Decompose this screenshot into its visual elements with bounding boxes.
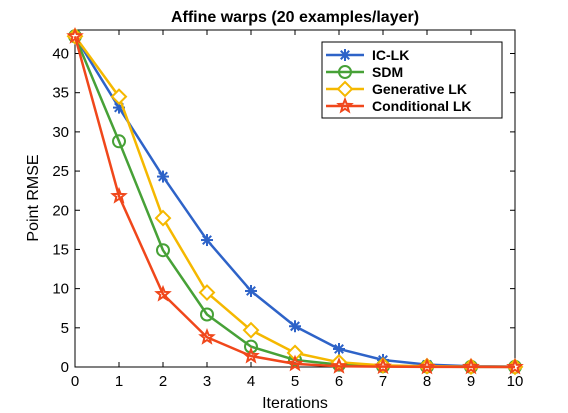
x-tick-label: 2 — [159, 373, 167, 390]
x-tick-label: 7 — [379, 373, 387, 390]
data-point — [242, 346, 260, 364]
y-tick-label: 40 — [52, 46, 69, 63]
data-point — [289, 320, 301, 333]
data-point — [198, 284, 216, 301]
y-tick-label: 0 — [61, 359, 69, 376]
x-tick-label: 4 — [247, 373, 255, 390]
data-point — [418, 357, 436, 375]
data-point — [374, 357, 392, 375]
x-tick-label: 1 — [115, 373, 123, 390]
data-point — [156, 243, 170, 258]
legend-marker — [336, 80, 354, 98]
data-point — [506, 357, 524, 375]
data-point — [198, 327, 216, 345]
legend-label: SDM — [372, 64, 403, 80]
series-conditional-lk — [66, 27, 524, 375]
y-axis-label: Point RMSE — [25, 154, 42, 241]
x-tick-label: 0 — [71, 373, 79, 390]
series-line — [73, 35, 516, 369]
data-point — [242, 321, 260, 339]
data-point — [244, 339, 258, 354]
data-point — [333, 342, 345, 355]
data-point — [110, 186, 128, 204]
legend-label: IC-LK — [372, 47, 409, 63]
chart-title: Affine warps (20 examples/layer) — [171, 9, 419, 26]
x-tick-label: 9 — [467, 373, 475, 390]
legend-item: IC-LK — [326, 47, 409, 63]
legend-label: Conditional LK — [372, 98, 472, 114]
y-tick-label: 5 — [61, 320, 69, 337]
data-point — [330, 356, 348, 374]
data-point — [462, 357, 480, 375]
y-tick-label: 35 — [52, 85, 69, 102]
data-point — [245, 284, 257, 297]
y-tick-label: 20 — [52, 202, 69, 219]
data-point — [112, 134, 126, 149]
data-point — [286, 354, 304, 372]
legend-item: Conditional LK — [326, 96, 472, 114]
legend-item: Generative LK — [326, 80, 467, 98]
data-point — [157, 170, 169, 183]
x-tick-label: 10 — [507, 373, 524, 390]
series-layer — [66, 27, 524, 376]
x-axis-label: Iterations — [262, 395, 328, 412]
legend-marker — [336, 96, 354, 114]
x-tick-label: 3 — [203, 373, 211, 390]
data-point — [110, 88, 128, 106]
legend-label: Generative LK — [372, 81, 467, 97]
y-tick-label: 25 — [52, 163, 69, 180]
y-tick-label: 15 — [52, 241, 69, 258]
y-tick-label: 30 — [52, 124, 69, 141]
data-point — [154, 284, 172, 302]
data-point — [66, 27, 84, 44]
legend-item: SDM — [326, 64, 403, 80]
data-point — [201, 234, 213, 247]
legend-marker — [338, 65, 352, 79]
x-tick-label: 8 — [423, 373, 431, 390]
y-tick-label: 10 — [52, 281, 69, 298]
x-tick-label: 6 — [335, 373, 343, 390]
data-point — [154, 209, 172, 227]
legend-marker — [339, 49, 351, 61]
x-tick-label: 5 — [291, 373, 299, 390]
data-point — [200, 307, 214, 322]
